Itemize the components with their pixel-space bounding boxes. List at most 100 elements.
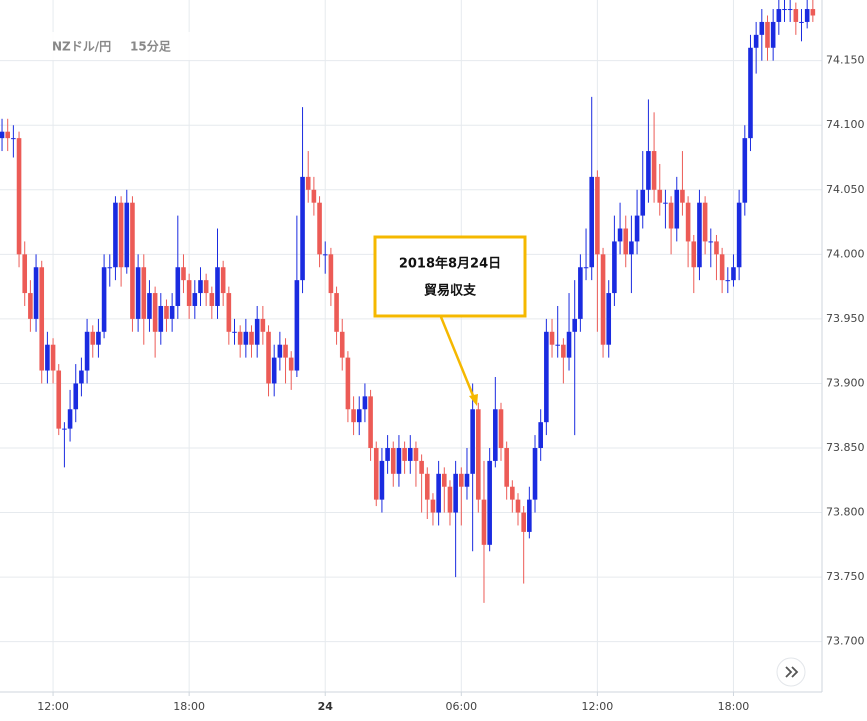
x-tick-label: 12:00 <box>37 700 69 713</box>
candle-body <box>521 512 526 532</box>
candle-body <box>5 131 11 139</box>
candle-body <box>328 254 334 294</box>
candle-body <box>385 447 390 461</box>
candle-body <box>186 280 192 306</box>
candle-body <box>39 267 45 371</box>
candle-body <box>714 241 719 255</box>
candle-body <box>476 409 481 500</box>
candle-body <box>158 305 164 332</box>
candle-body <box>753 34 759 48</box>
candle-body <box>45 344 50 371</box>
x-tick-label: 06:00 <box>445 700 477 713</box>
candle-body <box>317 202 322 255</box>
candle-body <box>793 9 799 22</box>
candle-body <box>617 228 623 242</box>
title-background <box>40 32 190 60</box>
candle-body <box>215 267 220 306</box>
candle-body <box>339 331 345 358</box>
candle-body <box>595 176 600 255</box>
candle-body <box>459 473 464 487</box>
candle-body <box>237 331 243 345</box>
candle-body <box>402 447 407 461</box>
candle-body <box>612 241 617 294</box>
candle-body <box>11 138 16 140</box>
candle-body <box>799 21 804 23</box>
chart-subtitle: 15分足 <box>130 39 171 54</box>
annotation-box <box>373 235 527 318</box>
candle-body <box>725 280 731 282</box>
candle-body <box>736 202 742 268</box>
candle-body <box>646 151 651 190</box>
scroll-button-icon[interactable] <box>785 666 799 678</box>
candle-body <box>430 499 436 513</box>
candle-body <box>464 473 470 487</box>
candle-body <box>260 318 266 332</box>
candle-body <box>555 344 560 346</box>
candle-body <box>810 9 816 16</box>
candle-body <box>691 241 697 268</box>
candle-body <box>407 447 413 461</box>
candle-body <box>606 293 612 345</box>
candle-body <box>181 267 186 281</box>
candle-body <box>118 202 124 268</box>
candle-body <box>288 357 294 371</box>
candle-body <box>702 202 708 242</box>
candle-body <box>731 267 736 281</box>
candle-body <box>481 499 487 545</box>
candle-body <box>101 267 107 332</box>
candle-body <box>175 267 181 306</box>
candle-body <box>742 138 748 203</box>
candle-body <box>634 215 640 242</box>
candle-body <box>198 280 203 294</box>
candle-body <box>254 318 260 345</box>
candle-body <box>719 254 725 281</box>
candle-body <box>572 318 578 332</box>
candle-body <box>203 280 209 294</box>
candle-body <box>436 473 441 513</box>
candle-body <box>351 409 356 423</box>
candle-body <box>538 422 543 448</box>
candle-body <box>583 267 589 269</box>
candle-body <box>685 202 691 242</box>
candle-body <box>141 267 147 319</box>
candle-body <box>62 428 67 430</box>
y-tick-label: 73.800 <box>826 506 865 519</box>
candle-body <box>759 21 765 35</box>
candle-body <box>96 331 101 345</box>
candle-body <box>0 131 5 139</box>
y-tick-label: 73.900 <box>826 376 865 389</box>
annotation-arrow <box>439 316 476 399</box>
candle-body <box>561 344 566 358</box>
candle-body <box>322 254 328 256</box>
candle-body <box>362 396 368 410</box>
candle-body <box>305 176 311 190</box>
x-tick-label: 24 <box>318 700 334 713</box>
scroll-button[interactable] <box>776 657 806 687</box>
chart-title: NZドル/円 <box>52 40 111 54</box>
candle-body <box>67 409 73 429</box>
y-tick-label: 74.000 <box>826 247 865 260</box>
candle-body <box>441 473 447 487</box>
candle-body <box>657 189 663 203</box>
candle-body <box>668 202 674 229</box>
y-tick-label: 74.100 <box>826 118 865 131</box>
candle-body <box>271 357 277 384</box>
candle-body <box>544 331 549 423</box>
candle-body <box>493 409 498 461</box>
y-tick-label: 73.950 <box>826 312 865 325</box>
candle-body <box>135 267 141 319</box>
candle-body <box>147 293 152 319</box>
candle-body <box>424 473 430 500</box>
candle-body <box>311 189 317 203</box>
candle-body <box>220 267 226 294</box>
candle-body <box>566 331 572 358</box>
annotation-date: 2018年8月24日 <box>399 256 501 272</box>
candle-body <box>28 293 33 319</box>
annotation-arrowhead <box>469 394 478 406</box>
candle-body <box>697 202 702 268</box>
candle-body <box>680 189 685 203</box>
candle-body <box>651 151 657 190</box>
candle-body <box>510 486 515 500</box>
candle-body <box>113 202 118 268</box>
